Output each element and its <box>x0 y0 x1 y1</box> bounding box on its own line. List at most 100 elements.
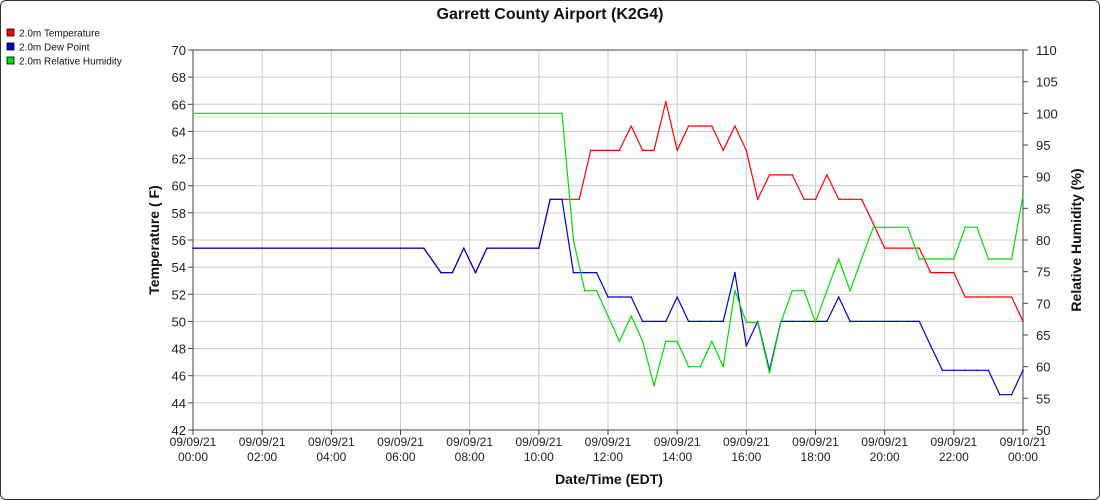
series-2-point <box>422 247 425 249</box>
series-2-point <box>872 320 875 323</box>
series-3-point <box>918 258 921 260</box>
y-tick-label: 46 <box>172 369 186 384</box>
legend-swatch <box>6 28 15 37</box>
series-3-point <box>745 321 748 324</box>
series-2-point <box>549 198 552 201</box>
y-axis-ticks: 42 44 46 48 50 52 54 56 58 60 62 64 66 68 70 <box>172 43 193 438</box>
series-3-point <box>710 340 713 343</box>
series-1-point <box>929 271 932 274</box>
series-2-point <box>849 320 851 323</box>
series-2-point <box>722 320 724 323</box>
series-2-point <box>837 296 840 298</box>
y2-axis-title: Relative Humidity (%) <box>1068 168 1084 311</box>
series-1-point <box>578 198 581 201</box>
y-tick-label: 52 <box>172 287 186 302</box>
series-3-point <box>826 289 828 292</box>
y-tick-label: 60 <box>172 179 186 194</box>
series-1-point <box>664 100 667 103</box>
x-tick-date: 09/09/21 <box>585 435 632 449</box>
x-tick-date: 09/10/21 <box>1000 435 1047 449</box>
series-2-point <box>561 198 563 201</box>
series-1-point <box>883 247 886 249</box>
y2-tick-label: 95 <box>1036 138 1050 153</box>
series-2-point <box>791 320 794 323</box>
series-1-point <box>907 247 909 249</box>
series-2-point <box>1010 393 1013 396</box>
legend-label: 2.0m Temperature <box>19 29 100 40</box>
y-tick-label: 70 <box>172 43 186 58</box>
series-3-point <box>780 321 782 324</box>
series-2-point <box>451 271 454 274</box>
series-1-point <box>710 125 713 127</box>
x-tick-time: 04:00 <box>316 450 346 464</box>
series-3-point <box>192 112 194 115</box>
series-3-point <box>641 340 644 343</box>
y2-tick-label: 75 <box>1036 265 1050 280</box>
series-2-point <box>572 271 575 274</box>
series-3-point <box>756 321 759 324</box>
series-2-point <box>976 369 978 372</box>
series-1-point <box>699 125 702 127</box>
series-1-point <box>768 174 771 176</box>
series-3-point <box>676 340 678 343</box>
series-2-point <box>584 271 586 274</box>
series-line-2 <box>193 198 1024 396</box>
x-tick-time: 20:00 <box>870 450 900 464</box>
series-2-point <box>474 271 477 274</box>
x-tick-date: 09/09/21 <box>515 435 562 449</box>
series-1-point <box>964 296 967 298</box>
x-tick-time: 06:00 <box>385 450 415 464</box>
series-3-point <box>722 365 724 368</box>
y2-tick-label: 100 <box>1036 106 1058 121</box>
series-1-point <box>1022 320 1024 323</box>
series-3-point <box>907 226 909 229</box>
series-1-point <box>872 222 875 225</box>
series-3-point <box>814 321 817 324</box>
y2-tick-label: 110 <box>1036 43 1057 58</box>
x-tick-time: 18:00 <box>800 450 830 464</box>
series-2-point <box>953 369 955 372</box>
series-2-point <box>907 320 909 323</box>
series-3-point <box>1022 194 1024 197</box>
series-3-point <box>883 226 886 229</box>
x-axis-ticks: 09/09/2100:0009/09/2102:0009/09/2104:000… <box>170 430 1047 464</box>
series-3-point <box>734 289 736 292</box>
series-3-point <box>561 112 563 115</box>
series-1-point <box>607 149 609 152</box>
series-1-point <box>837 198 840 201</box>
series-1-point <box>803 198 805 201</box>
series-1-point <box>918 247 921 249</box>
y-tick-label: 56 <box>172 233 186 248</box>
legend-swatch <box>6 56 15 65</box>
y-tick-label: 50 <box>172 314 186 329</box>
series-1-point <box>987 296 990 298</box>
x-tick-time: 12:00 <box>593 450 623 464</box>
y-tick-label: 64 <box>172 124 186 139</box>
series-2-point <box>999 393 1001 396</box>
series-2-point <box>883 320 886 323</box>
x-tick-time: 02:00 <box>247 450 277 464</box>
x-axis-title: Date/Time (EDT) <box>555 471 663 487</box>
series-2-point <box>676 296 678 298</box>
series-1-point <box>780 174 782 176</box>
y2-tick-label: 65 <box>1036 328 1050 343</box>
y-tick-label: 44 <box>172 396 186 411</box>
series-3-point <box>572 239 575 241</box>
series-2-point <box>1022 369 1024 372</box>
series-2-point <box>987 369 990 372</box>
x-tick-time: 08:00 <box>455 450 485 464</box>
x-tick-date: 09/09/21 <box>930 435 977 449</box>
series-1-point <box>814 198 817 201</box>
series-2-point <box>803 320 805 323</box>
series-3-point <box>791 289 794 292</box>
series-2-point <box>941 369 944 372</box>
series-2-point <box>630 296 632 298</box>
series-2-point <box>538 247 540 249</box>
x-tick-date: 09/09/21 <box>654 435 701 449</box>
series-1-point <box>791 174 794 176</box>
series-3-point <box>653 384 655 387</box>
y2-tick-label: 70 <box>1036 296 1050 311</box>
series-2-point <box>618 296 621 298</box>
series-3-point <box>768 372 771 374</box>
